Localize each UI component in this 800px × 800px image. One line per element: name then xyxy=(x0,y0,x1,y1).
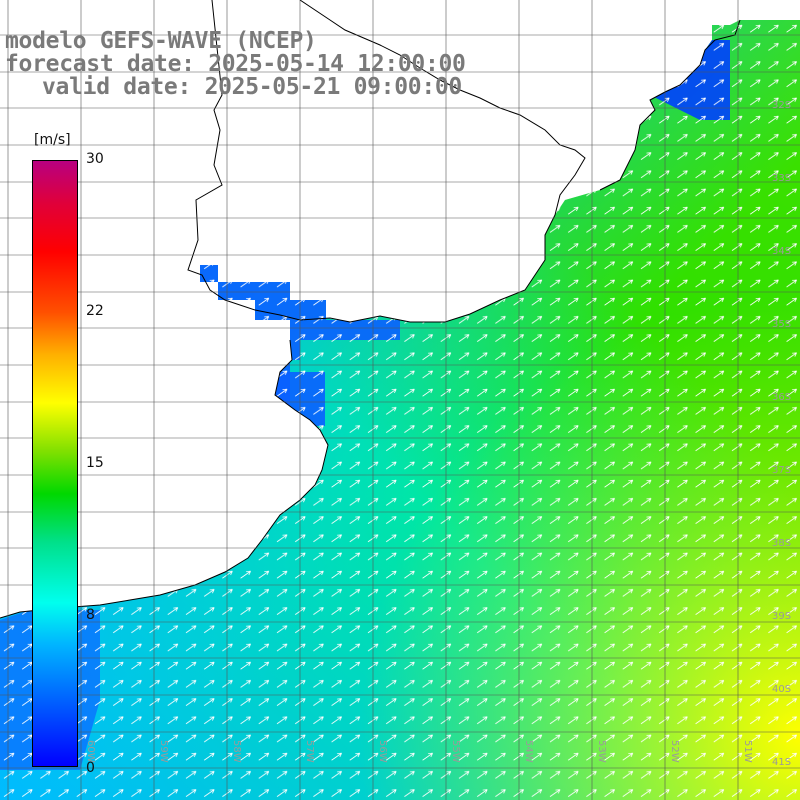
latitude-label: 34S xyxy=(772,246,792,257)
colorbar xyxy=(32,160,78,767)
coastline-uruguay-south xyxy=(0,339,329,619)
longitude-label: 52W xyxy=(669,740,680,763)
latitude-label: 36S xyxy=(772,392,792,403)
colorbar-tick: 0 xyxy=(86,760,95,776)
latitude-label: 39S xyxy=(772,611,792,622)
longitude-label: 51W xyxy=(742,740,753,763)
colorbar-unit: [m/s] xyxy=(34,132,71,148)
latitude-label: 37S xyxy=(772,465,792,476)
longitude-label: 56W xyxy=(377,740,388,763)
latitude-label: 33S xyxy=(772,173,792,184)
latitude-label: 35S xyxy=(772,319,792,330)
longitude-label: 54W xyxy=(523,740,534,763)
longitude-label: 55W xyxy=(450,740,461,763)
longitude-label: 60W xyxy=(85,740,96,763)
colorbar-tick: 22 xyxy=(86,303,104,319)
valid-date: valid date: 2025-05-21 09:00:00 xyxy=(42,74,462,100)
longitude-label: 59W xyxy=(158,740,169,763)
latitude-label: 40S xyxy=(772,684,792,695)
latitude-label: 41S xyxy=(772,757,792,768)
coastline xyxy=(187,0,586,323)
latitude-label: 32S xyxy=(772,100,792,111)
colorbar-tick: 30 xyxy=(86,151,104,167)
latitude-label: 38S xyxy=(772,538,792,549)
longitude-label: 53W xyxy=(596,740,607,763)
colorbar-tick: 8 xyxy=(86,607,95,623)
map-titles: modelo GEFS-WAVE (NCEP) forecast date: 2… xyxy=(5,30,466,99)
model-title: modelo GEFS-WAVE (NCEP) xyxy=(5,28,317,54)
colorbar-tick: 15 xyxy=(86,455,104,471)
coastline-atlantic xyxy=(599,19,741,191)
longitude-label: 58W xyxy=(231,740,242,763)
forecast-date: forecast date: 2025-05-14 12:00:00 xyxy=(5,51,466,77)
longitude-label: 57W xyxy=(304,740,315,763)
